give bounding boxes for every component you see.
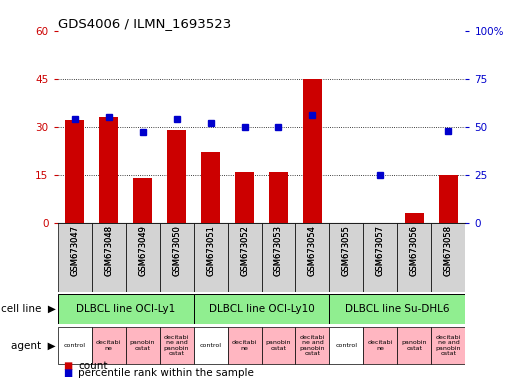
Text: control: control <box>335 343 358 348</box>
Text: decitabi
ne and
panobin
ostat: decitabi ne and panobin ostat <box>436 335 461 356</box>
Text: decitabi
ne: decitabi ne <box>96 340 121 351</box>
Text: panobin
ostat: panobin ostat <box>266 340 291 351</box>
Bar <box>329 223 363 292</box>
Bar <box>228 327 262 364</box>
Bar <box>58 327 92 364</box>
Text: GSM673049: GSM673049 <box>138 225 147 276</box>
Text: ■: ■ <box>63 361 72 371</box>
Text: GSM673054: GSM673054 <box>308 225 317 276</box>
Text: DLBCL line OCI-Ly1: DLBCL line OCI-Ly1 <box>76 304 175 314</box>
Text: GDS4006 / ILMN_1693523: GDS4006 / ILMN_1693523 <box>58 17 231 30</box>
Bar <box>363 327 397 364</box>
Text: GSM673058: GSM673058 <box>444 225 453 276</box>
Text: GSM673049: GSM673049 <box>138 225 147 276</box>
Bar <box>133 178 152 223</box>
Bar <box>295 327 329 364</box>
Text: count: count <box>78 361 108 371</box>
Text: percentile rank within the sample: percentile rank within the sample <box>78 368 254 378</box>
Bar <box>58 295 194 324</box>
Text: GSM673058: GSM673058 <box>444 225 453 276</box>
Text: decitabi
ne and
panobin
ostat: decitabi ne and panobin ostat <box>300 335 325 356</box>
Text: GSM673050: GSM673050 <box>172 225 181 276</box>
Text: GSM673052: GSM673052 <box>240 225 249 276</box>
Text: panobin
ostat: panobin ostat <box>402 340 427 351</box>
Text: GSM673047: GSM673047 <box>70 225 79 276</box>
Text: DLBCL line Su-DHL6: DLBCL line Su-DHL6 <box>345 304 450 314</box>
Bar <box>65 120 84 223</box>
Text: GSM673050: GSM673050 <box>172 225 181 276</box>
Text: GSM673053: GSM673053 <box>274 225 283 276</box>
Text: cell line  ▶: cell line ▶ <box>1 304 56 314</box>
Text: GSM673055: GSM673055 <box>342 225 351 276</box>
Bar <box>228 223 262 292</box>
Text: DLBCL line OCI-Ly10: DLBCL line OCI-Ly10 <box>209 304 314 314</box>
Bar <box>439 175 458 223</box>
Bar <box>405 213 424 223</box>
Bar <box>126 327 160 364</box>
Text: GSM673057: GSM673057 <box>376 225 385 276</box>
Bar <box>167 130 186 223</box>
Bar <box>431 223 465 292</box>
Bar <box>329 327 363 364</box>
Text: decitabi
ne: decitabi ne <box>232 340 257 351</box>
Text: decitabi
ne: decitabi ne <box>368 340 393 351</box>
Text: GSM673048: GSM673048 <box>104 225 113 276</box>
Bar <box>295 223 329 292</box>
Bar <box>194 327 228 364</box>
Text: GSM673052: GSM673052 <box>240 225 249 276</box>
Bar <box>303 79 322 223</box>
Bar <box>99 117 118 223</box>
Text: control: control <box>63 343 86 348</box>
Bar <box>269 172 288 223</box>
Bar <box>194 223 228 292</box>
Bar <box>160 223 194 292</box>
Bar <box>92 327 126 364</box>
Text: agent  ▶: agent ▶ <box>11 341 56 351</box>
Text: GSM673057: GSM673057 <box>376 225 385 276</box>
Bar <box>397 223 431 292</box>
Bar <box>194 295 329 324</box>
Text: GSM673055: GSM673055 <box>342 225 351 276</box>
Text: GSM673056: GSM673056 <box>410 225 419 276</box>
Bar <box>262 223 295 292</box>
Bar <box>58 223 92 292</box>
Text: panobin
ostat: panobin ostat <box>130 340 155 351</box>
Bar <box>329 295 465 324</box>
Text: GSM673056: GSM673056 <box>410 225 419 276</box>
Bar <box>160 327 194 364</box>
Bar <box>201 152 220 223</box>
Text: GSM673051: GSM673051 <box>206 225 215 276</box>
Text: GSM673048: GSM673048 <box>104 225 113 276</box>
Bar <box>92 223 126 292</box>
Bar <box>235 172 254 223</box>
Text: GSM673051: GSM673051 <box>206 225 215 276</box>
Bar <box>431 327 465 364</box>
Text: ■: ■ <box>63 368 72 378</box>
Text: GSM673053: GSM673053 <box>274 225 283 276</box>
Text: decitabi
ne and
panobin
ostat: decitabi ne and panobin ostat <box>164 335 189 356</box>
Text: GSM673054: GSM673054 <box>308 225 317 276</box>
Bar <box>397 327 431 364</box>
Text: control: control <box>199 343 222 348</box>
Bar <box>126 223 160 292</box>
Bar <box>262 327 295 364</box>
Bar <box>363 223 397 292</box>
Text: GSM673047: GSM673047 <box>70 225 79 276</box>
